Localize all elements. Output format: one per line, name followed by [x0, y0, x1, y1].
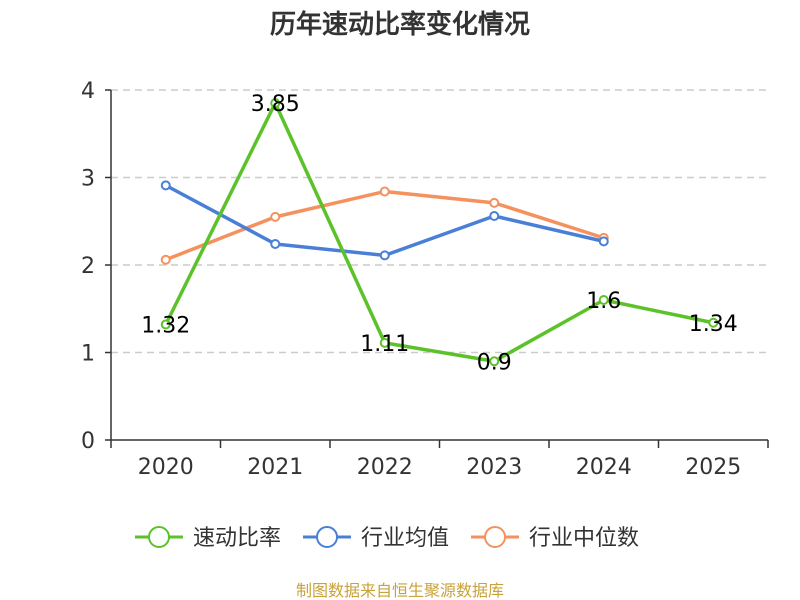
x-tick-label: 2022 [357, 455, 413, 480]
data-point [160, 254, 171, 265]
data-label: 0.9 [477, 350, 512, 375]
x-tick-label: 2021 [247, 455, 303, 480]
data-point [598, 295, 609, 305]
series-line [164, 101, 714, 363]
legend-marker [316, 526, 339, 548]
y-tick-label: 4 [81, 79, 95, 104]
y-tick-label: 0 [81, 429, 95, 454]
data-label: 1.32 [141, 314, 190, 339]
data-point [489, 197, 500, 208]
data-point [489, 211, 500, 221]
data-label: 1.11 [360, 332, 409, 357]
legend: 速动比率 行业均值 行业中位数 [135, 526, 639, 551]
data-source-note: 制图数据来自恒生聚源数据库 [296, 581, 504, 600]
x-tick-label: 2025 [685, 455, 741, 480]
x-tick-label: 2024 [576, 455, 632, 480]
legend-label: 行业中位数 [529, 526, 639, 551]
data-point [379, 250, 390, 261]
axis-layer: 0 1 2 3 4 2020 2021 2022 2023 2024 2025 [81, 79, 769, 480]
data-point [598, 236, 609, 247]
y-tick-label: 1 [81, 342, 95, 367]
y-tick-label: 2 [81, 254, 95, 279]
data-label-layer: 1.32 3.85 1.11 0.9 1.6 1.34 [141, 92, 737, 375]
data-point [270, 211, 281, 222]
data-point [708, 317, 719, 328]
legend-marker [484, 526, 507, 548]
data-point [270, 239, 281, 249]
series-layer [160, 98, 719, 367]
data-label: 1.34 [689, 312, 738, 337]
data-point [160, 180, 171, 191]
data-point [160, 319, 171, 330]
data-label: 3.85 [251, 92, 300, 117]
y-tick-label: 3 [81, 167, 95, 192]
legend-label: 速动比率 [193, 526, 281, 551]
legend-marker [148, 526, 170, 548]
data-point [379, 186, 390, 197]
x-tick-label: 2023 [466, 455, 522, 480]
legend-label: 行业均值 [361, 526, 449, 551]
chart-title: 历年速动比率变化情况 [270, 9, 530, 40]
data-point [379, 337, 390, 348]
data-point [489, 356, 500, 367]
data-point [270, 98, 281, 109]
x-tick-label: 2020 [138, 455, 194, 480]
data-label: 1.6 [586, 289, 621, 314]
